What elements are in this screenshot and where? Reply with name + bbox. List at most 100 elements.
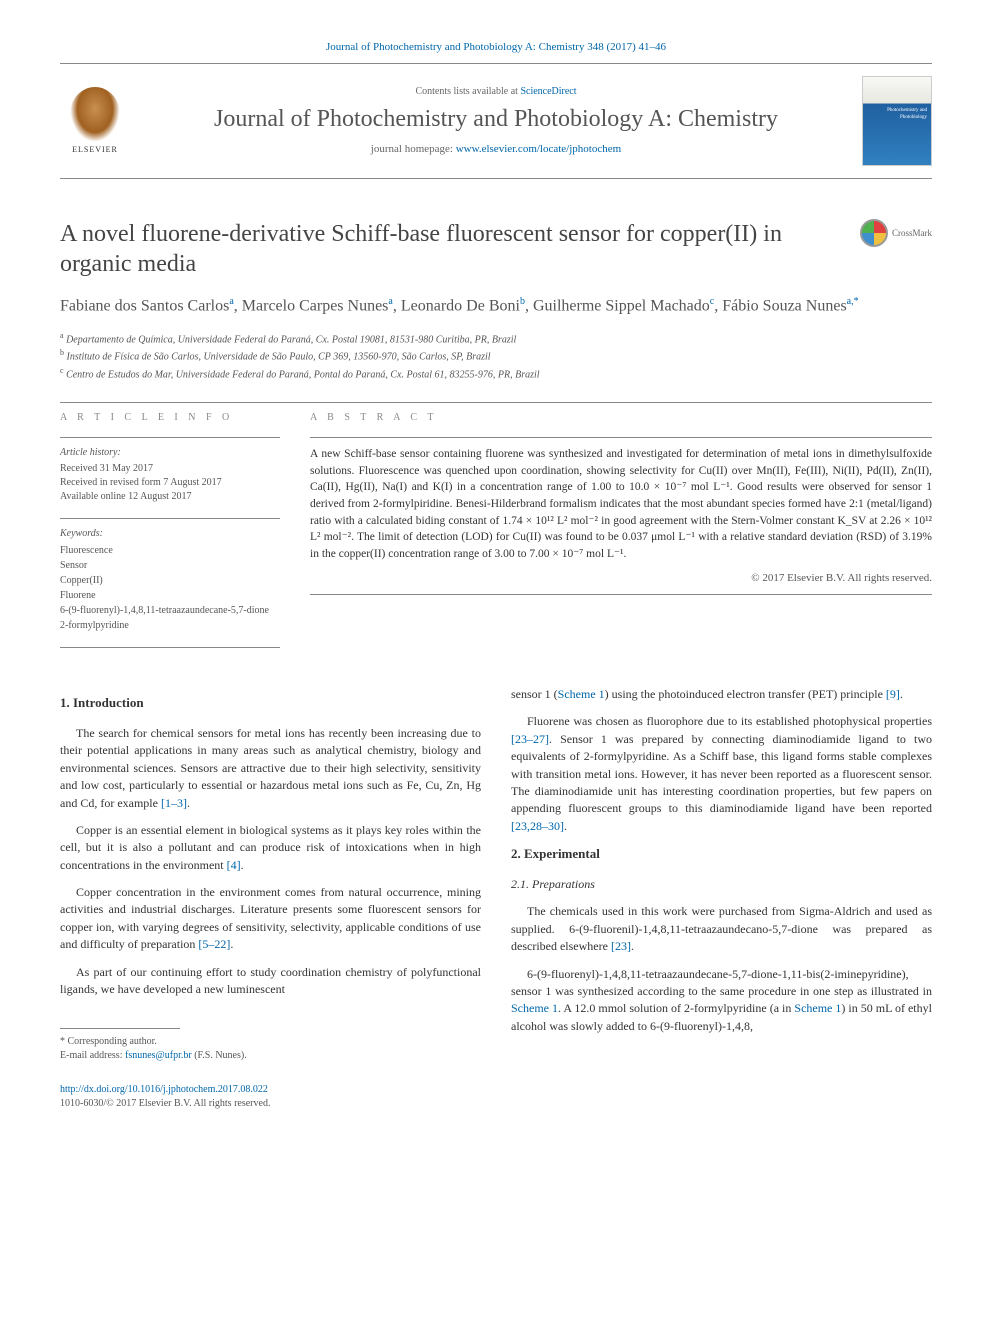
article-title: A novel fluorene-derivative Schiff-base … bbox=[60, 219, 860, 279]
para-text: . bbox=[564, 819, 567, 833]
affiliation-line: c Centro de Estudos do Mar, Universidade… bbox=[60, 365, 932, 382]
para-text: . bbox=[241, 858, 244, 872]
para-text: . bbox=[900, 687, 903, 701]
divider bbox=[60, 402, 932, 403]
para-text: The search for chemical sensors for meta… bbox=[60, 726, 481, 810]
section-1-heading: 1. Introduction bbox=[60, 694, 481, 713]
para-text: Fluorene was chosen as fluorophore due t… bbox=[527, 714, 932, 728]
affiliations: a Departamento de Química, Universidade … bbox=[60, 330, 932, 382]
journal-cover-thumbnail: Photochemistry and Photobiology bbox=[862, 76, 932, 166]
cover-label: Photochemistry and Photobiology bbox=[867, 107, 927, 121]
email-link[interactable]: fsnunes@ufpr.br bbox=[125, 1050, 192, 1061]
history-line: Available online 12 August 2017 bbox=[60, 490, 280, 504]
footnote-divider bbox=[60, 1028, 180, 1029]
journal-citation-link[interactable]: Journal of Photochemistry and Photobiolo… bbox=[60, 40, 932, 55]
homepage-link[interactable]: www.elsevier.com/locate/jphotochem bbox=[456, 143, 621, 155]
ref-link[interactable]: [23] bbox=[611, 939, 631, 953]
para-text: 6-(9-fluorenyl)-1,4,8,11-tetraazaundecan… bbox=[511, 967, 932, 998]
doi-link[interactable]: http://dx.doi.org/10.1016/j.jphotochem.2… bbox=[60, 1084, 268, 1095]
paragraph: Fluorene was chosen as fluorophore due t… bbox=[511, 713, 932, 835]
para-text: . A 12.0 mmol solution of 2-formylpyridi… bbox=[558, 1001, 794, 1015]
journal-header: ELSEVIER Contents lists available at Sci… bbox=[60, 63, 932, 179]
abstract-heading: A B S T R A C T bbox=[310, 411, 932, 425]
left-column: 1. Introduction The search for chemical … bbox=[60, 686, 481, 1111]
keywords-block: Keywords: FluorescenceSensorCopper(II)Fl… bbox=[60, 527, 280, 633]
contents-prefix: Contents lists available at bbox=[415, 86, 520, 97]
right-column: sensor 1 (Scheme 1) using the photoinduc… bbox=[511, 686, 932, 1111]
section-2-1-heading: 2.1. Preparations bbox=[511, 876, 932, 893]
crossmark-icon bbox=[860, 219, 888, 247]
issn-copyright: 1010-6030/© 2017 Elsevier B.V. All right… bbox=[60, 1097, 481, 1111]
para-text: . Sensor 1 was prepared by connecting di… bbox=[511, 732, 932, 816]
keyword: 2-formylpyridine bbox=[60, 618, 280, 633]
para-text: . bbox=[631, 939, 634, 953]
ref-link[interactable]: [5–22] bbox=[198, 937, 230, 951]
info-abstract-row: A R T I C L E I N F O Article history: R… bbox=[60, 411, 932, 656]
para-text: . bbox=[230, 937, 233, 951]
crossmark-label: CrossMark bbox=[892, 227, 932, 240]
keyword: 6-(9-fluorenyl)-1,4,8,11-tetraazaundecan… bbox=[60, 603, 280, 618]
para-text: The chemicals used in this work were pur… bbox=[511, 904, 932, 953]
journal-homepage: journal homepage: www.elsevier.com/locat… bbox=[150, 142, 842, 157]
homepage-prefix: journal homepage: bbox=[371, 143, 456, 155]
email-name: (F.S. Nunes). bbox=[192, 1050, 247, 1061]
body-columns: 1. Introduction The search for chemical … bbox=[60, 686, 932, 1111]
para-text: ) using the photoinduced electron transf… bbox=[605, 687, 886, 701]
divider bbox=[60, 437, 280, 438]
para-text: Copper is an essential element in biolog… bbox=[60, 823, 481, 872]
divider bbox=[310, 437, 932, 438]
affiliation-line: b Instituto de Física de São Carlos, Uni… bbox=[60, 347, 932, 364]
history-line: Received 31 May 2017 bbox=[60, 462, 280, 476]
abstract-text: A new Schiff-base sensor containing fluo… bbox=[310, 446, 932, 563]
ref-link[interactable]: [9] bbox=[886, 687, 900, 701]
elsevier-logo: ELSEVIER bbox=[60, 81, 130, 161]
history-label: Article history: bbox=[60, 446, 280, 460]
article-info-heading: A R T I C L E I N F O bbox=[60, 411, 280, 425]
corresponding-author-footnote: * Corresponding author. E-mail address: … bbox=[60, 1035, 481, 1063]
crossmark-badge[interactable]: CrossMark bbox=[860, 219, 932, 247]
keyword: Fluorene bbox=[60, 588, 280, 603]
paragraph: The search for chemical sensors for meta… bbox=[60, 725, 481, 812]
scheme-link[interactable]: Scheme 1 bbox=[558, 687, 605, 701]
scheme-link[interactable]: Scheme 1 bbox=[794, 1001, 841, 1015]
divider bbox=[60, 518, 280, 519]
section-2-heading: 2. Experimental bbox=[511, 845, 932, 864]
para-text: As part of our continuing effort to stud… bbox=[60, 965, 481, 996]
doi-block: http://dx.doi.org/10.1016/j.jphotochem.2… bbox=[60, 1083, 481, 1111]
corr-author-label: * Corresponding author. bbox=[60, 1035, 481, 1049]
divider bbox=[310, 594, 932, 595]
contents-line: Contents lists available at ScienceDirec… bbox=[150, 85, 842, 99]
paragraph: Copper concentration in the environment … bbox=[60, 884, 481, 954]
ref-link[interactable]: [4] bbox=[227, 858, 241, 872]
article-info: A R T I C L E I N F O Article history: R… bbox=[60, 411, 280, 656]
page: Journal of Photochemistry and Photobiolo… bbox=[0, 0, 992, 1151]
para-text: sensor 1 ( bbox=[511, 687, 558, 701]
authors: Fabiane dos Santos Carlosa, Marcelo Carp… bbox=[60, 295, 932, 318]
para-text: Copper concentration in the environment … bbox=[60, 885, 481, 951]
divider bbox=[60, 647, 280, 648]
abstract-copyright: © 2017 Elsevier B.V. All rights reserved… bbox=[310, 571, 932, 586]
abstract-column: A B S T R A C T A new Schiff-base sensor… bbox=[310, 411, 932, 656]
scheme-link[interactable]: Scheme 1 bbox=[511, 1001, 558, 1015]
header-center: Contents lists available at ScienceDirec… bbox=[130, 85, 862, 157]
paragraph: Copper is an essential element in biolog… bbox=[60, 822, 481, 874]
history-line: Received in revised form 7 August 2017 bbox=[60, 476, 280, 490]
ref-link[interactable]: [23–27] bbox=[511, 732, 549, 746]
keyword: Fluorescence bbox=[60, 543, 280, 558]
keyword: Copper(II) bbox=[60, 573, 280, 588]
keyword: Sensor bbox=[60, 558, 280, 573]
ref-link[interactable]: [1–3] bbox=[161, 796, 187, 810]
paragraph: sensor 1 (Scheme 1) using the photoinduc… bbox=[511, 686, 932, 703]
affiliation-line: a Departamento de Química, Universidade … bbox=[60, 330, 932, 347]
paragraph: 6-(9-fluorenyl)-1,4,8,11-tetraazaundecan… bbox=[511, 966, 932, 1036]
elsevier-label: ELSEVIER bbox=[72, 144, 118, 155]
paragraph: The chemicals used in this work were pur… bbox=[511, 903, 932, 955]
sciencedirect-link[interactable]: ScienceDirect bbox=[520, 86, 576, 97]
paragraph: As part of our continuing effort to stud… bbox=[60, 964, 481, 999]
ref-link[interactable]: [23,28–30] bbox=[511, 819, 564, 833]
journal-title: Journal of Photochemistry and Photobiolo… bbox=[150, 105, 842, 134]
email-label: E-mail address: bbox=[60, 1050, 125, 1061]
title-row: A novel fluorene-derivative Schiff-base … bbox=[60, 219, 932, 279]
article-history: Article history: Received 31 May 2017Rec… bbox=[60, 446, 280, 504]
elsevier-tree-icon bbox=[70, 87, 120, 142]
